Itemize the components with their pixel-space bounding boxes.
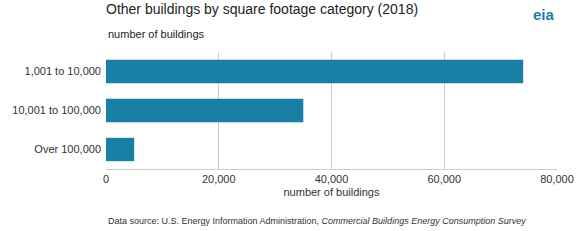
svg-text:number of buildings: number of buildings <box>108 28 205 40</box>
svg-text:20,000: 20,000 <box>202 173 236 185</box>
svg-text:eia: eia <box>533 6 555 23</box>
svg-text:number of buildings: number of buildings <box>283 186 380 198</box>
svg-text:0: 0 <box>103 173 109 185</box>
svg-text:10,001 to 100,000: 10,001 to 100,000 <box>12 104 101 116</box>
svg-text:Over 100,000: Over 100,000 <box>34 143 101 155</box>
svg-text:40,000: 40,000 <box>315 173 349 185</box>
svg-text:Data source: U.S. Energy Infor: Data source: U.S. Energy Information Adm… <box>108 216 526 226</box>
svg-text:Other buildings by square foot: Other buildings by square footage catego… <box>106 1 418 17</box>
svg-text:80,000: 80,000 <box>540 173 574 185</box>
svg-text:60,000: 60,000 <box>427 173 461 185</box>
svg-text:1,001 to 10,000: 1,001 to 10,000 <box>25 65 101 77</box>
